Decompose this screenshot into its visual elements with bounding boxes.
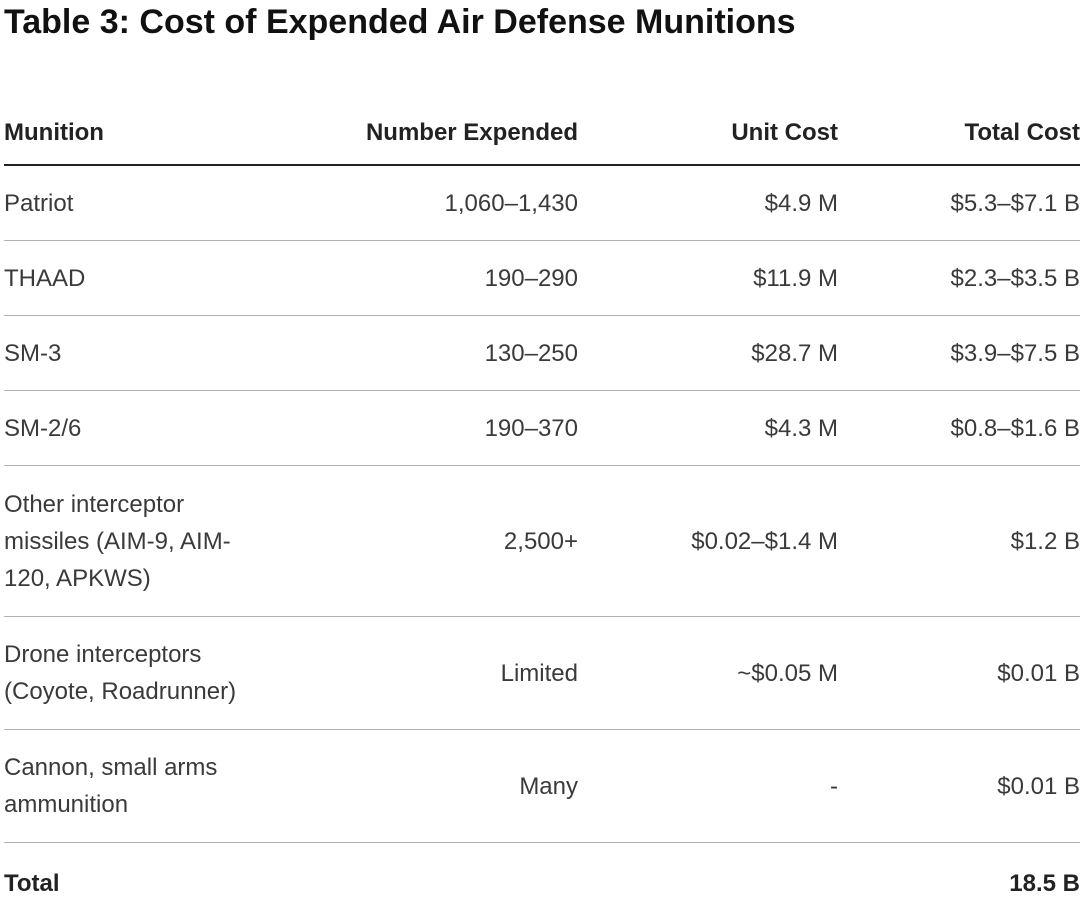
total-cost-cell: $3.9–$7.5 B: [838, 316, 1080, 391]
number-expended-cell: 190–290: [288, 241, 578, 316]
table-header: Munition Number Expended Unit Cost Total…: [4, 102, 1080, 165]
total-empty-cell: [578, 843, 838, 923]
unit-cost-cell: $11.9 M: [578, 241, 838, 316]
total-label: Total: [4, 843, 288, 923]
table-row: SM-2/6 190–370 $4.3 M $0.8–$1.6 B: [4, 391, 1080, 466]
total-cost-cell: $1.2 B: [838, 466, 1080, 617]
munition-cell: Drone interceptors (Coyote, Roadrunner): [4, 617, 288, 730]
total-cost-cell: $0.8–$1.6 B: [838, 391, 1080, 466]
total-cost-cell: $0.01 B: [838, 617, 1080, 730]
number-expended-cell: 190–370: [288, 391, 578, 466]
header-number-expended: Number Expended: [288, 102, 578, 165]
header-total-cost: Total Cost: [838, 102, 1080, 165]
table-row: Patriot 1,060–1,430 $4.9 M $5.3–$7.1 B: [4, 165, 1080, 241]
unit-cost-cell: $4.3 M: [578, 391, 838, 466]
unit-cost-cell: $4.9 M: [578, 165, 838, 241]
number-expended-cell: 130–250: [288, 316, 578, 391]
total-cost-cell: $2.3–$3.5 B: [838, 241, 1080, 316]
total-empty-cell: [288, 843, 578, 923]
munition-cell: Cannon, small arms ammunition: [4, 730, 288, 843]
number-expended-cell: Limited: [288, 617, 578, 730]
number-expended-cell: 1,060–1,430: [288, 165, 578, 241]
table-row: Cannon, small arms ammunition Many - $0.…: [4, 730, 1080, 843]
munition-cell: Patriot: [4, 165, 288, 241]
header-row: Munition Number Expended Unit Cost Total…: [4, 102, 1080, 165]
number-expended-cell: 2,500+: [288, 466, 578, 617]
munition-cell: Other interceptor missiles (AIM-9, AIM-1…: [4, 466, 288, 617]
unit-cost-cell: -: [578, 730, 838, 843]
table-row: Drone interceptors (Coyote, Roadrunner) …: [4, 617, 1080, 730]
total-cost-cell: $0.01 B: [838, 730, 1080, 843]
munition-cell: SM-3: [4, 316, 288, 391]
total-value: 18.5 B: [838, 843, 1080, 923]
munition-cell: SM-2/6: [4, 391, 288, 466]
munitions-cost-table: Munition Number Expended Unit Cost Total…: [4, 102, 1080, 923]
table-row: THAAD 190–290 $11.9 M $2.3–$3.5 B: [4, 241, 1080, 316]
table-body: Patriot 1,060–1,430 $4.9 M $5.3–$7.1 B T…: [4, 165, 1080, 923]
header-munition: Munition: [4, 102, 288, 165]
total-row: Total 18.5 B: [4, 843, 1080, 923]
munition-cell: THAAD: [4, 241, 288, 316]
table-row: SM-3 130–250 $28.7 M $3.9–$7.5 B: [4, 316, 1080, 391]
header-unit-cost: Unit Cost: [578, 102, 838, 165]
unit-cost-cell: ~$0.05 M: [578, 617, 838, 730]
unit-cost-cell: $28.7 M: [578, 316, 838, 391]
total-cost-cell: $5.3–$7.1 B: [838, 165, 1080, 241]
unit-cost-cell: $0.02–$1.4 M: [578, 466, 838, 617]
table-title: Table 3: Cost of Expended Air Defense Mu…: [4, 0, 796, 44]
table-row: Other interceptor missiles (AIM-9, AIM-1…: [4, 466, 1080, 617]
number-expended-cell: Many: [288, 730, 578, 843]
